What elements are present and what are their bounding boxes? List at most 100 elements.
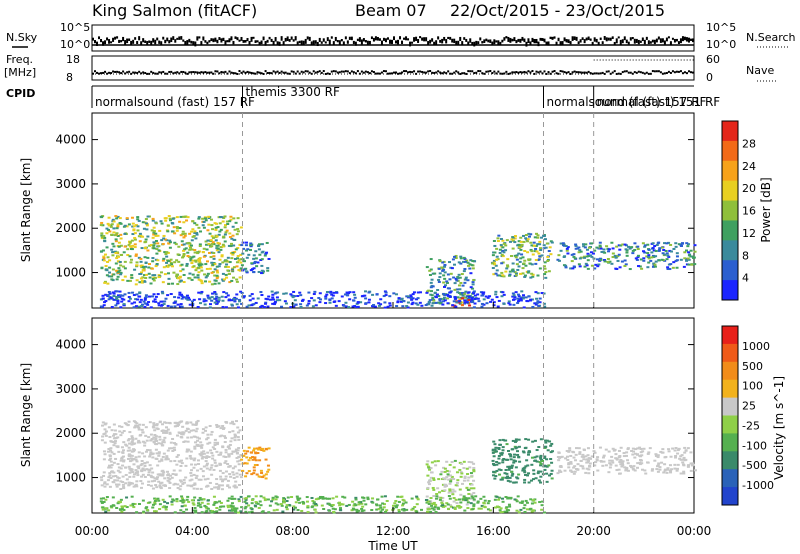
freq-sample bbox=[487, 70, 490, 73]
velocity-range-cell bbox=[404, 501, 408, 504]
freq-sample bbox=[687, 70, 690, 73]
velocity-range-cell bbox=[472, 487, 476, 490]
velocity-range-cell bbox=[166, 479, 170, 482]
power-range-cell bbox=[416, 303, 420, 306]
velocity-range-cell bbox=[152, 424, 156, 427]
velocity-range-cell bbox=[432, 508, 436, 511]
velocity-range-cell bbox=[506, 449, 510, 452]
nsky-sample bbox=[581, 37, 584, 40]
freq-sample bbox=[665, 72, 668, 75]
velocity-range-cell bbox=[200, 446, 204, 449]
velocity-range-cell bbox=[116, 502, 120, 505]
power-range-cell bbox=[542, 302, 546, 305]
nsky-sample bbox=[212, 38, 215, 43]
nsky-sample bbox=[531, 37, 534, 43]
freq-sample bbox=[152, 71, 155, 74]
nsky-sample bbox=[437, 36, 440, 40]
velocity-range-cell bbox=[617, 449, 621, 452]
power-range-cell bbox=[463, 268, 467, 271]
velocity-range-cell bbox=[550, 450, 554, 453]
power-range-cell bbox=[160, 290, 164, 293]
freq-sample bbox=[545, 72, 548, 75]
power-range-cell bbox=[264, 252, 268, 255]
velocity-range-cell bbox=[517, 456, 521, 459]
velocity-range-cell bbox=[112, 423, 116, 426]
power-range-cell bbox=[639, 258, 643, 261]
velocity-range-cell bbox=[462, 495, 466, 498]
velocity-range-cell bbox=[163, 477, 167, 480]
power-range-cell bbox=[472, 279, 476, 282]
power-range-cell bbox=[457, 273, 461, 276]
velocity-range-cell bbox=[682, 472, 686, 475]
power-range-cell bbox=[280, 305, 284, 308]
power-range-cell bbox=[137, 219, 141, 222]
freq-sample bbox=[150, 70, 153, 73]
power-range-cell bbox=[264, 301, 268, 304]
velocity-range-cell bbox=[109, 476, 113, 479]
velocity-range-cell bbox=[160, 458, 164, 461]
velocity-range-cell bbox=[499, 452, 503, 455]
velocity-range-cell bbox=[505, 472, 509, 475]
freq-sample bbox=[559, 70, 562, 73]
power-range-cell bbox=[225, 276, 229, 279]
power-range-cell bbox=[565, 249, 569, 252]
velocity-range-cell bbox=[544, 465, 548, 468]
velocity-range-cell bbox=[573, 459, 577, 462]
velocity-range-cell bbox=[166, 449, 170, 452]
nsky-sample bbox=[280, 36, 283, 41]
velocity-range-cell bbox=[157, 480, 161, 483]
freq-sample bbox=[320, 71, 323, 74]
velocity-range-cell bbox=[158, 473, 162, 476]
velocity-range-cell bbox=[530, 502, 534, 505]
velocity-range-cell bbox=[455, 502, 459, 505]
velocity-range-cell bbox=[548, 474, 552, 477]
velocity-range-cell bbox=[530, 463, 534, 466]
velocity-range-cell bbox=[544, 439, 548, 442]
power-range-cell bbox=[669, 243, 673, 246]
power-range-cell bbox=[223, 215, 227, 218]
velocity-range-cell bbox=[121, 483, 125, 486]
velocity-range-cell bbox=[384, 511, 388, 514]
power-range-cell bbox=[105, 274, 109, 277]
velocity-range-cell bbox=[156, 464, 160, 467]
freq-sample bbox=[597, 72, 600, 75]
velocity-range-cell bbox=[189, 450, 193, 453]
freq-sample bbox=[615, 72, 618, 75]
power-range-cell bbox=[458, 288, 462, 291]
time-tick-label: 00:00 bbox=[75, 524, 110, 538]
velocity-range-cell bbox=[218, 469, 222, 472]
nsky-sample bbox=[479, 37, 482, 41]
velocity-range-cell bbox=[235, 475, 239, 478]
velocity-range-cell bbox=[381, 508, 385, 511]
power-range-cell bbox=[453, 296, 457, 299]
power-range-cell bbox=[536, 234, 540, 237]
velocity-range-cell bbox=[487, 500, 491, 503]
velocity-range-cell bbox=[217, 485, 221, 488]
power-range-cell bbox=[153, 242, 157, 245]
freq-sample bbox=[100, 72, 103, 75]
nsky-sample bbox=[455, 40, 458, 45]
power-range-cell bbox=[187, 296, 191, 299]
power-range-cell bbox=[159, 300, 163, 303]
freq-sample bbox=[264, 70, 267, 73]
power-range-cell bbox=[155, 248, 159, 251]
freq-sample bbox=[537, 71, 540, 74]
velocity-range-cell bbox=[196, 459, 200, 462]
nsky-sample bbox=[188, 38, 191, 43]
power-range-cell bbox=[139, 271, 143, 274]
freq-sample bbox=[368, 72, 371, 75]
velocity-range-cell bbox=[281, 498, 285, 501]
velocity-range-cell bbox=[497, 468, 501, 471]
power-range-cell bbox=[473, 297, 477, 300]
velocity-range-cell bbox=[450, 475, 454, 478]
power-range-cell bbox=[231, 225, 235, 228]
velocity-range-cell bbox=[516, 450, 520, 453]
velocity-range-cell bbox=[577, 447, 581, 450]
power-colorbar-tick-label: 4 bbox=[742, 272, 749, 285]
power-range-cell bbox=[139, 298, 143, 301]
freq-sample bbox=[407, 71, 410, 74]
velocity-range-cell bbox=[578, 452, 582, 455]
power-range-cell bbox=[243, 268, 247, 271]
velocity-range-cell bbox=[411, 507, 415, 510]
power-range-cell bbox=[111, 218, 115, 221]
